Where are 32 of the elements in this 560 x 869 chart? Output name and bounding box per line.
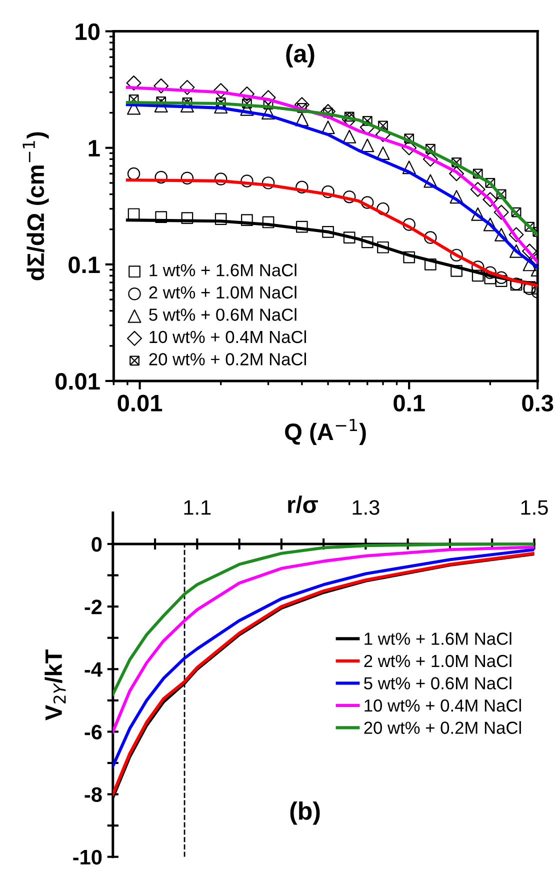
x-axis-title: r/σ (288, 496, 318, 514)
x-tick-label: 0.1 (394, 394, 425, 412)
legend-label: 5 wt% + 0.6M NaCl (364, 676, 512, 690)
annotation: (b) (290, 801, 320, 825)
y-tick-label: 10 (76, 23, 100, 40)
legend-label: 10 wt% + 0.4M NaCl (150, 330, 306, 344)
legend-label: 20 wt% + 0.2M NaCl (149, 352, 306, 366)
legend-label: 1 wt% + 1.6M NaCl (150, 264, 296, 276)
y-axis-title: dΣ/dΩ (cm$^{−1}$) (22, 132, 49, 280)
x-tick-label: 1.3 (352, 500, 380, 515)
x-tick-label: 0.3 (522, 394, 554, 412)
y-tick-label: -6 (84, 724, 102, 740)
legend-label: 2 wt% + 1.0M NaCl (364, 654, 512, 668)
y-tick-label: -8 (84, 787, 102, 802)
y-tick-label: -2 (84, 600, 102, 614)
x-tick-label: 1.1 (184, 500, 211, 515)
y-tick-label: -4 (84, 662, 102, 677)
annotation: (a) (286, 44, 314, 68)
x-axis-title: Q (A$^{−1}$) (285, 418, 366, 445)
y-tick-label: 0 (92, 536, 102, 552)
legend-label: 1 wt% + 1.6M NaCl (364, 632, 512, 645)
y-tick-label: 0.01 (55, 373, 100, 390)
legend-label: 20 wt% + 0.2M NaCl (364, 721, 521, 734)
y-tick-label: -10 (73, 850, 102, 865)
legend-label: 5 wt% + 0.6M NaCl (149, 308, 296, 321)
y-tick-label: 0.1 (68, 256, 100, 274)
y-tick-label: 1 (88, 140, 100, 156)
y-axis-title: V$_{2Y}$/kT (44, 649, 66, 720)
legend-label: 2 wt% + 1.0M NaCl (149, 286, 296, 299)
legend-label: 10 wt% + 0.4M NaCl (364, 698, 521, 712)
x-tick-label: 0.01 (118, 394, 162, 412)
x-tick-label: 1.5 (521, 500, 548, 515)
